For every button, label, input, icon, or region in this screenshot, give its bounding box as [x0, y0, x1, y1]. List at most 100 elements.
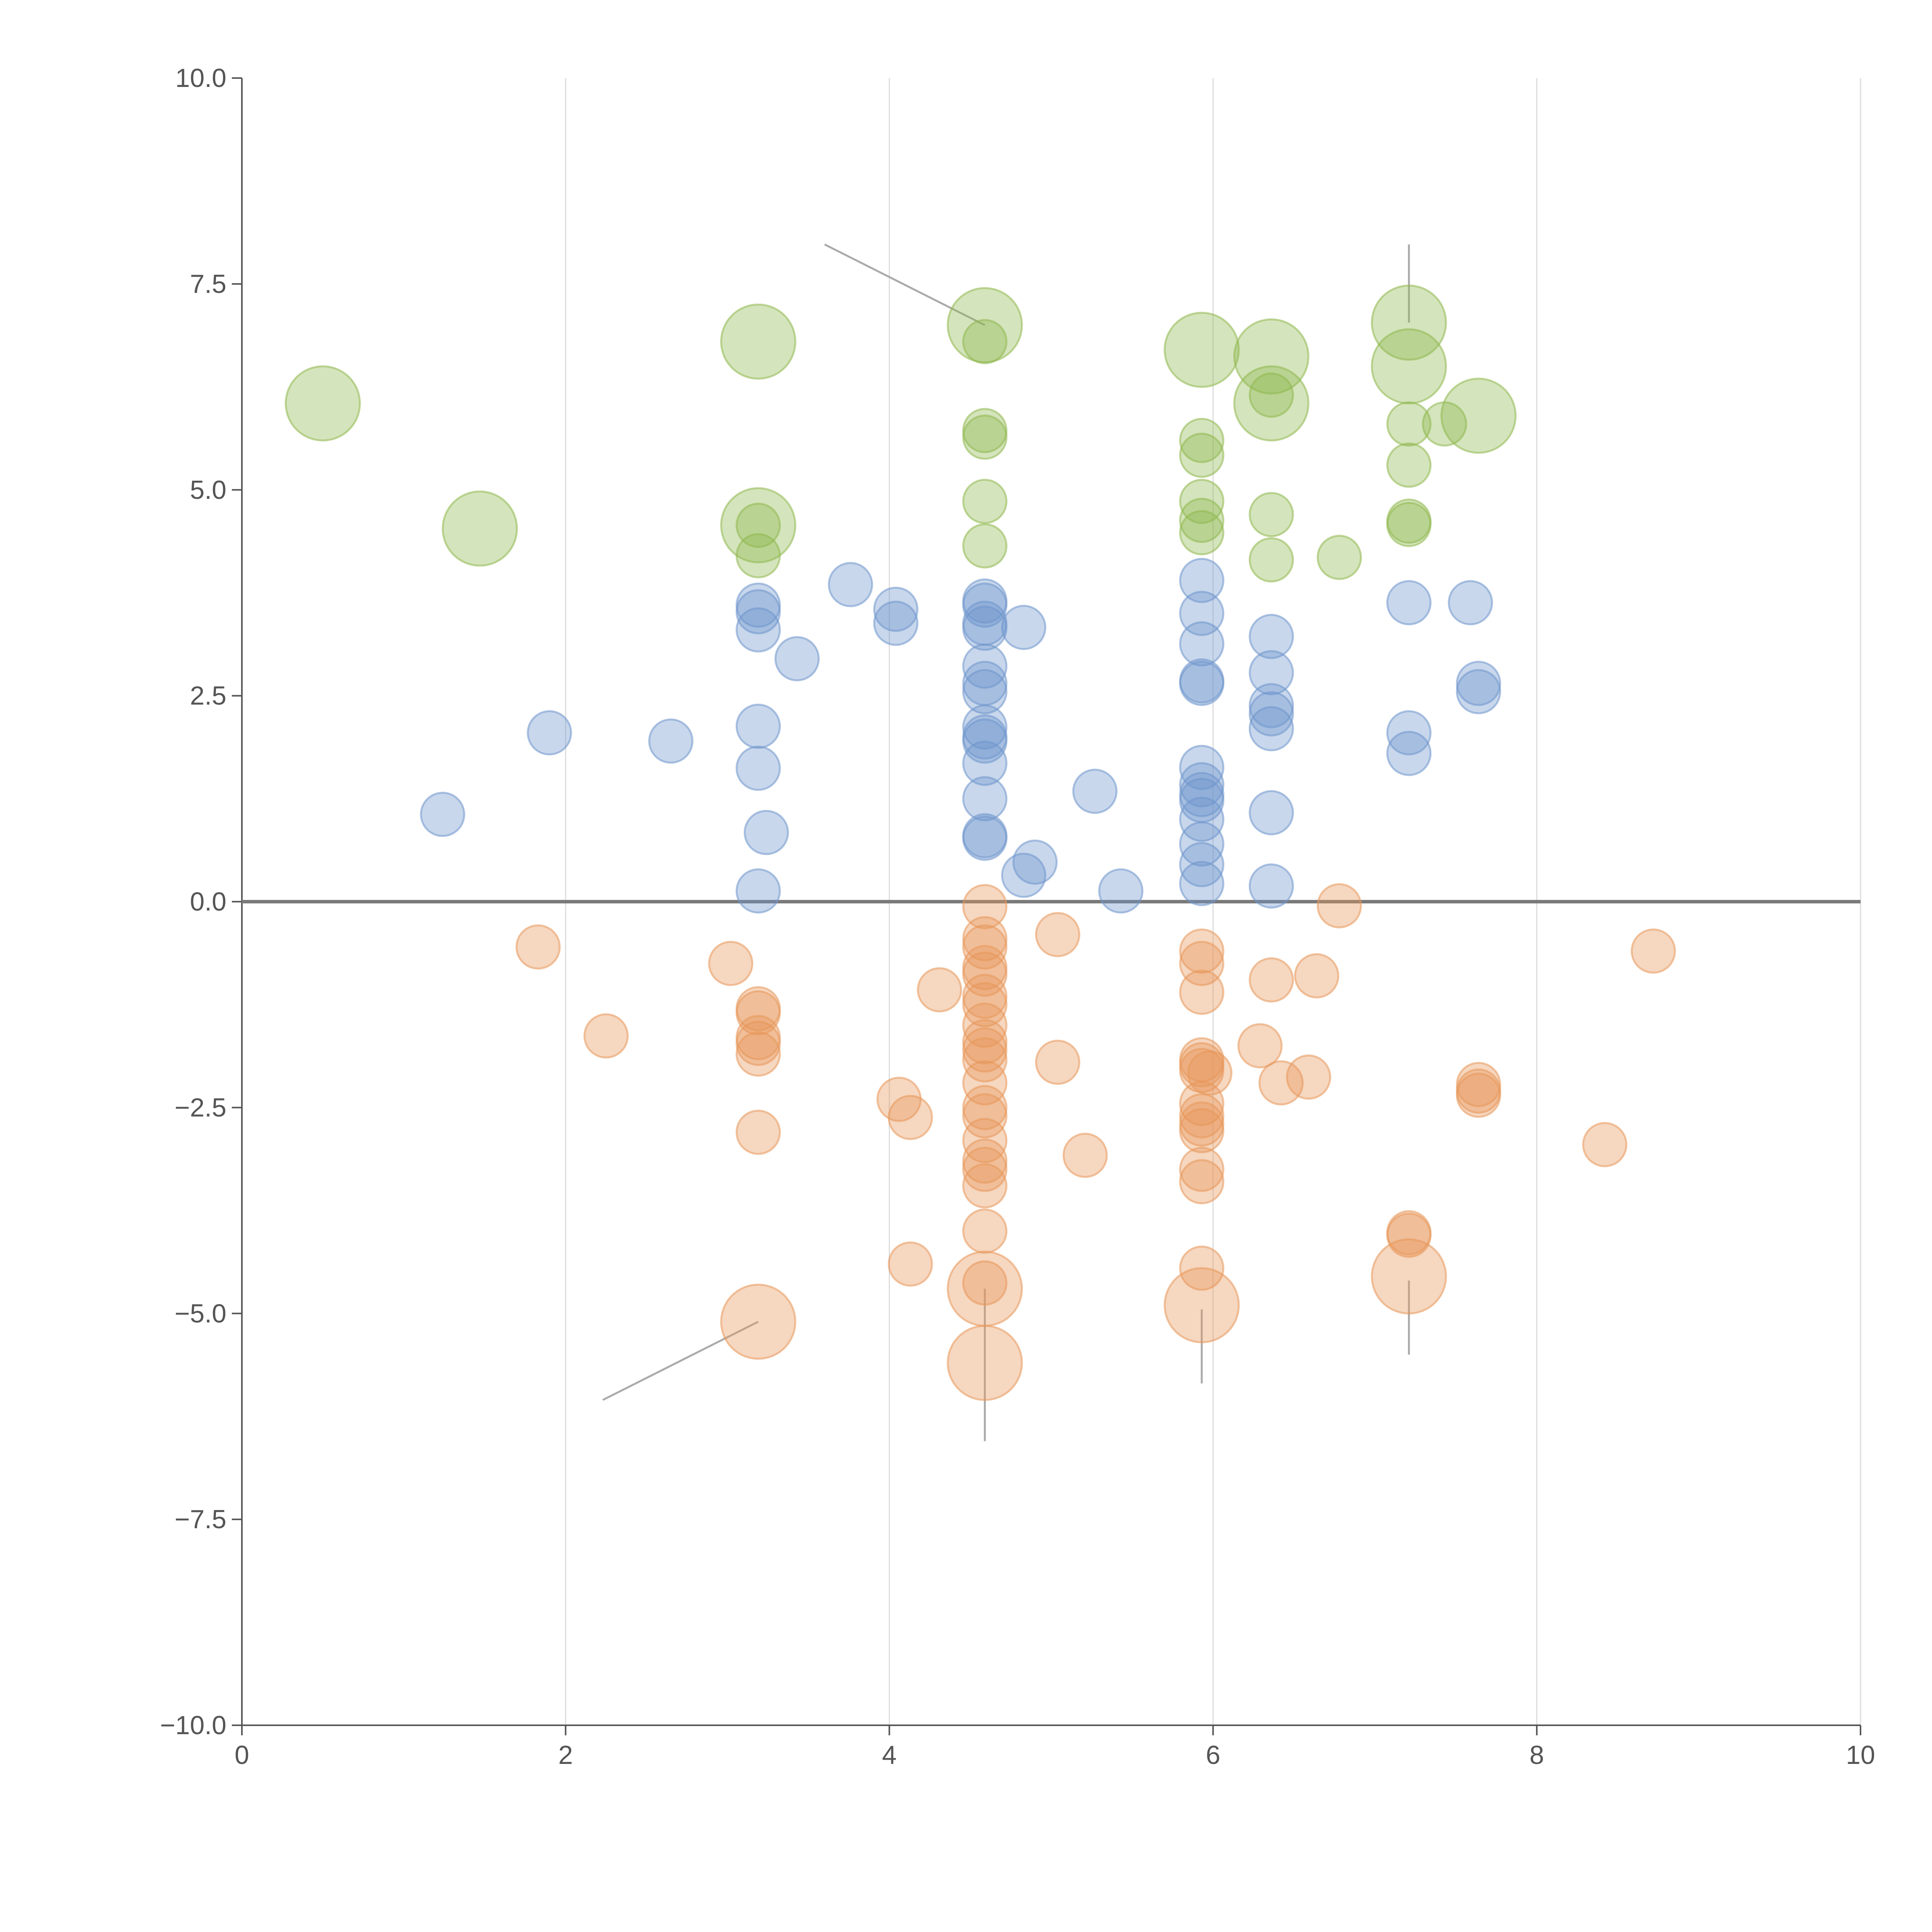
orange-point [1371, 1238, 1447, 1315]
orange-point [1456, 1072, 1501, 1118]
orange-point [735, 1020, 781, 1066]
orange-point [1179, 1081, 1225, 1126]
orange-point [962, 1208, 1008, 1254]
blue-point [1386, 580, 1432, 626]
green-point [1179, 479, 1225, 524]
orange-point [1035, 912, 1080, 957]
green-point [284, 365, 361, 442]
orange-point [888, 1095, 933, 1140]
orange-point [720, 1284, 796, 1360]
blue-point [648, 718, 694, 764]
green-point [962, 479, 1008, 524]
tick-label-layer: 10.0 7.5 5.0 2.5 0.0 −2.5 −5.0 −7.5 −10.0 0 2 4 6 8 10 [160, 63, 1875, 1770]
orange-point [1179, 969, 1225, 1015]
y-tick-label: −10.0 [160, 1711, 226, 1740]
orange-point [962, 1037, 1008, 1083]
blue-point [1072, 769, 1118, 814]
blue-point [1179, 861, 1225, 906]
green-point [962, 414, 1008, 460]
annotation-leader-line [602, 1321, 759, 1401]
green-point [1371, 328, 1447, 405]
y-tick-label: −2.5 [175, 1093, 226, 1122]
blue-point [962, 582, 1008, 628]
blue-point [1001, 605, 1046, 650]
axis-layer [232, 77, 1861, 1735]
blue-point [1248, 650, 1294, 696]
blue-point [873, 600, 918, 646]
blue-point [774, 636, 820, 682]
green-point [1248, 537, 1294, 583]
orange-point [962, 924, 1008, 970]
orange-point [1582, 1122, 1628, 1167]
blue-point [1179, 621, 1225, 667]
green-point [1316, 535, 1362, 580]
green-point [947, 287, 1023, 363]
orange-point [962, 1163, 1008, 1209]
blue-point [1179, 821, 1225, 867]
blue-point [735, 589, 781, 634]
green-point [962, 408, 1008, 453]
orange-point [1386, 1213, 1432, 1258]
blue-point [1179, 745, 1225, 790]
y-tick-label: 0.0 [190, 887, 226, 917]
green-point [1248, 492, 1294, 537]
orange-point [888, 1241, 933, 1287]
orange-point [962, 1060, 1008, 1105]
x-tick-label: 8 [1529, 1740, 1544, 1770]
orange-point [962, 1260, 1008, 1306]
x-tick-label: 0 [235, 1740, 249, 1770]
orange-point [917, 967, 962, 1013]
green-point [442, 490, 518, 567]
blue-point [828, 562, 873, 607]
blue-point [1179, 796, 1225, 842]
x-tick-label: 4 [882, 1740, 897, 1770]
green-point [1386, 442, 1432, 488]
orange-point [1456, 1062, 1501, 1107]
green-point [1163, 311, 1240, 388]
orange-point [962, 1093, 1008, 1139]
orange-point [1316, 883, 1362, 929]
blue-point [420, 792, 465, 837]
green-point [1386, 502, 1432, 547]
blue-point [1248, 691, 1294, 737]
orange-point [962, 982, 1008, 1027]
orange-point [962, 1027, 1008, 1073]
blue-point [1098, 868, 1144, 914]
annotation-leader-layer [602, 243, 1410, 1441]
blue-point [1248, 614, 1294, 659]
blue-point [1179, 558, 1225, 603]
blue-point [962, 740, 1008, 786]
orange-point [1179, 1101, 1225, 1147]
blue-point [962, 669, 1008, 714]
orange-point [735, 1031, 781, 1077]
orange-point [947, 1325, 1023, 1401]
orange-point [1179, 1108, 1225, 1153]
orange-point [962, 1002, 1008, 1048]
point-layer [284, 284, 1676, 1401]
blue-point [743, 810, 789, 855]
blue-point [1248, 863, 1294, 909]
blue-point [1179, 842, 1225, 888]
orange-point [1062, 1133, 1108, 1178]
blue-point [962, 776, 1008, 821]
green-point [962, 523, 1008, 569]
blue-point [735, 582, 781, 628]
green-point [1233, 318, 1310, 395]
orange-point [962, 1146, 1008, 1192]
blue-point [962, 643, 1008, 689]
orange-point [1035, 1039, 1080, 1085]
annotation-leader-line [824, 243, 985, 326]
orange-point [1179, 1159, 1225, 1204]
orange-point [1237, 1023, 1283, 1069]
green-point [962, 319, 1008, 364]
blue-point [735, 745, 781, 791]
green-point [1179, 432, 1225, 478]
green-point [720, 303, 796, 380]
blue-point [1179, 762, 1225, 808]
blue-point [1386, 710, 1432, 756]
orange-point [1163, 1267, 1240, 1344]
orange-point [1286, 1054, 1332, 1100]
blue-point [1179, 661, 1225, 706]
x-tick-label: 10 [1846, 1740, 1875, 1770]
